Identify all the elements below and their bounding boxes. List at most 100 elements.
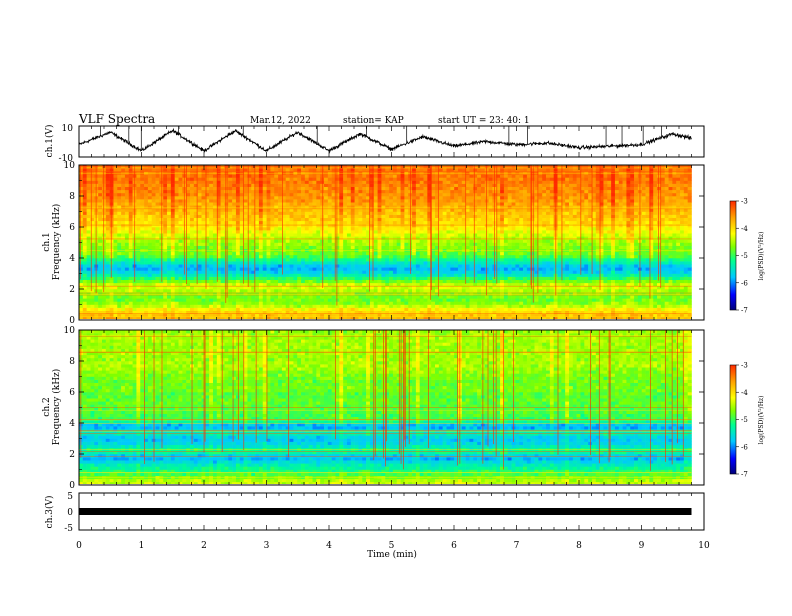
ch1-spectrogram-cell xyxy=(213,295,217,298)
ch1-spectrogram-cell xyxy=(156,215,160,218)
ch1-spectrogram-cell xyxy=(270,274,274,277)
ch1-spectrogram-cell xyxy=(129,283,133,286)
ch1-spectrogram-cell xyxy=(358,184,362,187)
ch1-spectrogram-cell xyxy=(179,177,183,180)
ch1-spectrogram-cell xyxy=(83,181,87,184)
ch1-spectrogram-cell xyxy=(454,205,458,208)
ch1-spectrogram-cell xyxy=(431,280,435,283)
ch1-spectrogram-cell xyxy=(335,246,339,249)
ch1-spectrogram-cell xyxy=(117,255,121,258)
ch1-spectrogram-cell xyxy=(259,246,263,249)
ch1-spectrogram-cell xyxy=(401,230,405,233)
ch1-spectrogram-cell xyxy=(324,277,328,280)
ch1-spectrogram-cell xyxy=(443,215,447,218)
ch1-spectrogram-cell xyxy=(125,274,129,277)
ch1-spectrogram-cell xyxy=(385,283,389,286)
ch1-spectrogram-cell xyxy=(381,258,385,261)
ch1-spectrogram-cell xyxy=(171,193,175,196)
ch1-spectrogram-cell xyxy=(416,295,420,298)
ch1-spectrogram-cell xyxy=(450,277,454,280)
ch1-spectrogram-cell xyxy=(454,264,458,267)
ch1-spectrogram-cell xyxy=(156,184,160,187)
ch1-spectrogram-cell xyxy=(454,243,458,246)
ch1-spectrogram-cell xyxy=(439,193,443,196)
ch1-spectrogram-cell xyxy=(217,283,221,286)
ch1-spectrogram-cell xyxy=(125,243,129,246)
ch1-spectrogram-cell xyxy=(228,243,232,246)
ch1-spectrogram-cell xyxy=(152,308,156,311)
ch1-spectrogram-cell xyxy=(328,190,332,193)
ch1-spectrogram-cell xyxy=(389,246,393,249)
ch1-spectrogram-cell xyxy=(270,308,274,311)
ch1-spectrogram-cell xyxy=(244,218,248,221)
ch1-spectrogram-cell xyxy=(339,181,343,184)
ch1-spectrogram-cell xyxy=(278,193,282,196)
ch1-spectrogram-cell xyxy=(286,274,290,277)
ch1-spectrogram-cell xyxy=(412,227,416,230)
ch1-spectrogram-cell xyxy=(106,295,110,298)
ch1-spectrogram-cell xyxy=(224,202,228,205)
ch1-spectrogram-cell xyxy=(293,246,297,249)
ch1-spectrogram-cell xyxy=(420,270,424,273)
ch1-spectrogram-cell xyxy=(110,295,114,298)
ch1-spectrogram-cell xyxy=(125,258,129,261)
ch1-spectrogram-cell xyxy=(140,190,144,193)
ch1-spectrogram-cell xyxy=(309,224,313,227)
ch1-spectrogram-cell xyxy=(412,298,416,301)
ch1-spectrogram-cell xyxy=(167,184,171,187)
ch1-spectrogram-cell xyxy=(389,199,393,202)
ch1-spectrogram-cell xyxy=(270,298,274,301)
ch1-spectrogram-cell xyxy=(87,174,91,177)
ch1-spectrogram-cell xyxy=(404,308,408,311)
ch1-spectrogram-cell xyxy=(450,283,454,286)
ch1-spectrogram-cell xyxy=(313,187,317,190)
ch1-spectrogram-cell xyxy=(259,193,263,196)
ch1-spectrogram-cell xyxy=(313,227,317,230)
ch1-spectrogram-cell xyxy=(324,261,328,264)
ch1-spectrogram-cell xyxy=(236,187,240,190)
ch1-spectrogram-cell xyxy=(309,264,313,267)
ch1-spectrogram-cell xyxy=(305,277,309,280)
ch1-spectrogram-cell xyxy=(110,202,114,205)
ch1-spectrogram-cell xyxy=(148,168,152,171)
ch1-spectrogram-cell xyxy=(255,274,259,277)
ch1-spectrogram-cell xyxy=(378,168,382,171)
ch1-spectrogram-cell xyxy=(121,283,125,286)
ch1-spectrogram-cell xyxy=(358,193,362,196)
ch1-spectrogram-cell xyxy=(305,274,309,277)
ch1-spectrogram-cell xyxy=(393,168,397,171)
ch1-spectrogram-cell xyxy=(401,264,405,267)
ch1-spectrogram-cell xyxy=(190,218,194,221)
ch1-spectrogram-cell xyxy=(435,305,439,308)
ch1-spectrogram-cell xyxy=(397,221,401,224)
ch1-spectrogram-cell xyxy=(297,280,301,283)
ch1-spectrogram-cell xyxy=(236,227,240,230)
ch1-spectrogram-cell xyxy=(163,227,167,230)
ch1-spectrogram-cell xyxy=(148,252,152,255)
ch1-spectrogram-cell xyxy=(209,255,213,258)
ch1-spectrogram-cell xyxy=(374,261,378,264)
ch1-spectrogram-cell xyxy=(454,233,458,236)
ch1-spectrogram-cell xyxy=(190,277,194,280)
ch1-spectrogram-cell xyxy=(274,283,278,286)
ch1-spectrogram-cell xyxy=(362,261,366,264)
ch1-spectrogram-cell xyxy=(389,221,393,224)
ch1-spectrogram-cell xyxy=(113,187,117,190)
ch1-spectrogram-cell xyxy=(309,218,313,221)
ch1-spectrogram-cell xyxy=(324,280,328,283)
ch1-spectrogram-cell xyxy=(316,196,320,199)
ch1-spectrogram-cell xyxy=(305,177,309,180)
ch1-spectrogram-cell xyxy=(339,274,343,277)
ch1-spectrogram-cell xyxy=(320,289,324,292)
ch1-spectrogram-cell xyxy=(378,215,382,218)
ch1-spectrogram-cell xyxy=(305,298,309,301)
ch1-spectrogram-cell xyxy=(267,174,271,177)
ch1-spectrogram-cell xyxy=(221,221,225,224)
ch1-spectrogram-cell xyxy=(117,298,121,301)
ch1-spectrogram-cell xyxy=(343,255,347,258)
ch1-spectrogram-cell xyxy=(370,221,374,224)
ch1-spectrogram-cell xyxy=(121,187,125,190)
ch1-spectrogram-cell xyxy=(320,274,324,277)
ch1-spectrogram-cell xyxy=(389,298,393,301)
ch1-spectrogram-cell xyxy=(343,196,347,199)
